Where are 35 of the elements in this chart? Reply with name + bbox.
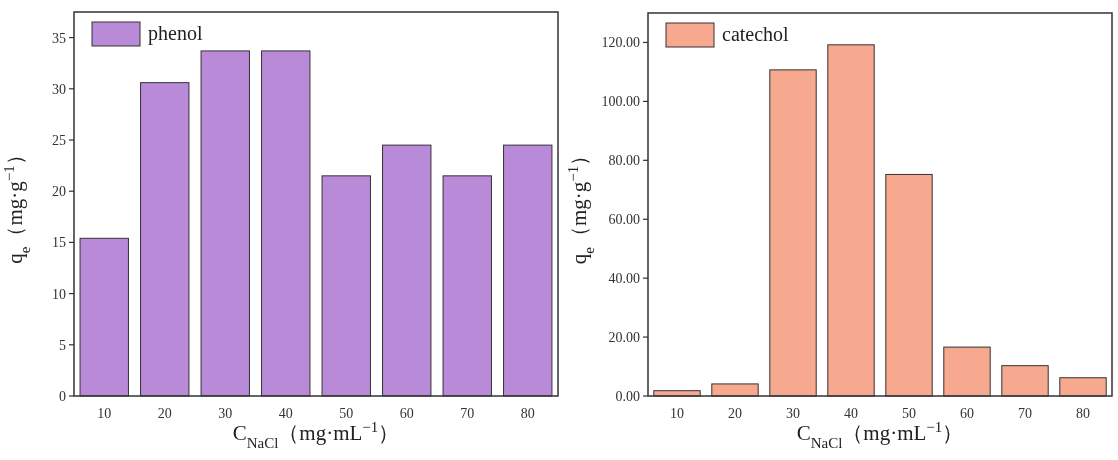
y-tick-label: 120.00 (601, 35, 640, 51)
x-tick-label: 20 (728, 406, 742, 421)
x-tick-label: 30 (786, 406, 800, 421)
x-tick-label: 80 (520, 406, 535, 421)
x-axis-title: C$_{NaCl}$（mg·mL$^{−1}$） (232, 419, 400, 451)
x-tick-label: 50 (339, 406, 354, 421)
y-tick-label: 40.00 (608, 271, 640, 287)
y-tick-label: 25 (52, 133, 66, 148)
x-tick-label: 60 (960, 406, 974, 421)
y-tick-label: 15 (52, 235, 66, 251)
y-tick-label: 0.00 (615, 389, 640, 404)
y-tick-label: 60.00 (608, 212, 640, 228)
x-tick-label: 50 (902, 406, 916, 421)
x-tick-label: 40 (278, 406, 293, 421)
y-tick-label: 0 (59, 389, 66, 404)
x-tick-label: 30 (218, 406, 233, 421)
legend-label: catechol (722, 23, 790, 45)
y-tick-label: 100.00 (601, 94, 640, 110)
legend-label: phenol (148, 22, 203, 45)
y-tick-label: 20 (52, 184, 66, 200)
x-axis-title: C$_{NaCl}$（mg·mL$^{−1}$） (796, 419, 964, 451)
x-tick-label: 80 (1076, 406, 1090, 421)
y-tick-label: 20.00 (608, 330, 640, 346)
y-tick-label: 35 (52, 30, 66, 46)
y-tick-label: 30 (52, 81, 66, 97)
x-tick-label: 20 (157, 406, 172, 421)
x-tick-label: 10 (97, 406, 112, 421)
x-tick-label: 70 (460, 406, 475, 421)
y-tick-label: 10 (52, 286, 66, 302)
x-tick-label: 10 (670, 406, 684, 421)
x-tick-label: 40 (844, 406, 858, 421)
y-tick-label: 5 (59, 337, 66, 353)
x-tick-label: 70 (1018, 406, 1032, 421)
y-tick-label: 80.00 (608, 153, 640, 169)
x-tick-label: 60 (399, 406, 414, 421)
